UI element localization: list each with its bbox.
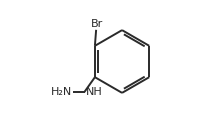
Text: Br: Br — [91, 19, 103, 29]
Text: H₂N: H₂N — [51, 87, 72, 97]
Text: NH: NH — [86, 87, 102, 97]
